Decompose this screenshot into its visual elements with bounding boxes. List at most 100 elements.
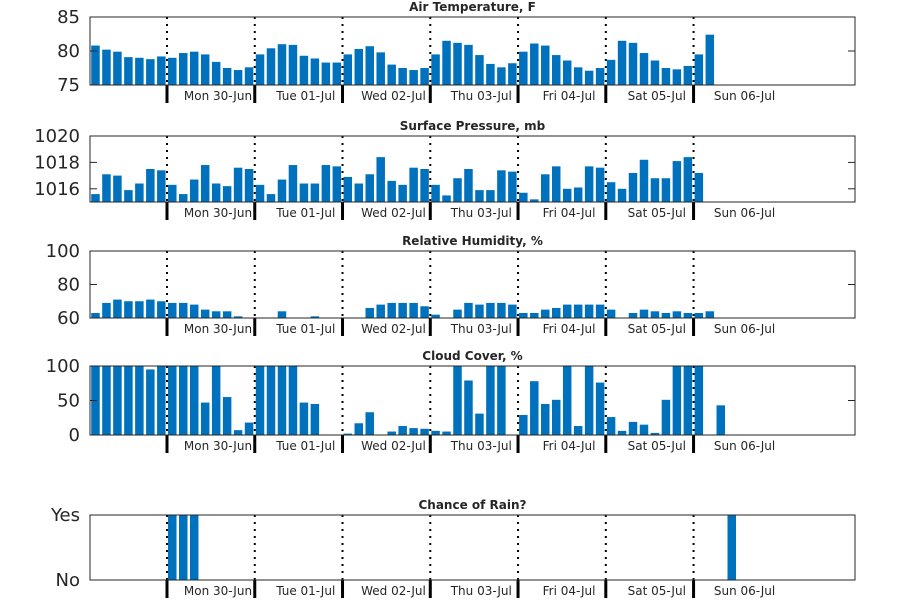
bar: [639, 424, 649, 435]
bar: [486, 190, 495, 202]
bar: [146, 59, 155, 85]
bar: [409, 70, 418, 85]
y-tick-label: 100: [46, 241, 80, 262]
bar: [650, 311, 660, 318]
bar: [321, 165, 331, 202]
bar: [376, 52, 385, 85]
chart-panel-4: Cloud Cover, % Mon 30-Jun Tue 01-Jul Wed 02…: [46, 349, 856, 453]
bar: [146, 369, 155, 435]
bar: [310, 316, 320, 318]
bar: [672, 366, 682, 435]
bar: [716, 405, 726, 435]
bar: [168, 184, 177, 202]
bar: [584, 366, 594, 435]
bar: [189, 515, 199, 580]
bar: [595, 68, 605, 85]
bar: [310, 403, 320, 435]
bar: [398, 302, 407, 318]
bar: [562, 304, 572, 318]
bar: [453, 366, 462, 435]
day-label: Tue 01-Jul: [275, 322, 335, 336]
bar: [442, 195, 451, 202]
bar: [354, 423, 364, 435]
bar: [486, 302, 495, 318]
bar: [233, 430, 243, 435]
day-label: Thu 03-Jul: [450, 322, 512, 336]
bar: [595, 304, 605, 318]
bar: [431, 54, 440, 85]
bar: [551, 307, 561, 318]
bar: [420, 169, 429, 202]
bar: [299, 402, 309, 435]
bar: [420, 306, 429, 318]
bar: [179, 515, 188, 580]
bar: [475, 190, 484, 202]
bar: [365, 174, 374, 202]
day-label: Mon 30-Jun: [184, 584, 252, 598]
bar: [573, 426, 583, 435]
bar: [102, 49, 111, 85]
day-label: Wed 02-Jul: [361, 584, 426, 598]
bar: [486, 366, 495, 435]
bar: [497, 67, 506, 85]
day-label: Fri 04-Jul: [543, 439, 596, 453]
bar: [365, 412, 374, 435]
bar: [519, 312, 528, 318]
bar: [551, 55, 561, 85]
bar: [244, 67, 254, 85]
bar: [277, 311, 287, 318]
bar: [200, 165, 210, 202]
day-label: Sat 05-Jul: [628, 206, 686, 220]
bar: [244, 169, 254, 202]
panel-title: Air Temperature, F: [409, 0, 536, 14]
bar: [124, 190, 133, 202]
bar: [288, 165, 298, 202]
bar: [694, 54, 704, 85]
bar: [398, 426, 407, 435]
bar: [584, 70, 594, 85]
bar: [288, 44, 298, 85]
bar: [464, 380, 473, 435]
day-label: Mon 30-Jun: [184, 439, 252, 453]
bar: [639, 309, 649, 319]
bar: [211, 366, 221, 435]
bar: [310, 58, 320, 85]
bar: [343, 433, 353, 435]
bar: [189, 51, 199, 85]
bar: [299, 183, 309, 202]
bar: [705, 311, 715, 318]
bar: [606, 309, 616, 319]
bar: [387, 64, 396, 85]
bar: [562, 366, 572, 435]
bar: [453, 42, 462, 85]
day-label: Sat 05-Jul: [628, 322, 686, 336]
bar: [475, 413, 484, 435]
bar: [661, 312, 671, 318]
bar: [442, 40, 451, 85]
bar: [541, 309, 550, 319]
day-label: Thu 03-Jul: [450, 206, 512, 220]
day-label: Sun 06-Jul: [714, 322, 775, 336]
day-label: Sun 06-Jul: [714, 584, 775, 598]
bar: [266, 48, 276, 85]
day-label: Fri 04-Jul: [543, 322, 596, 336]
bar: [255, 184, 265, 202]
bar: [376, 304, 385, 318]
bar: [113, 299, 122, 318]
bar: [91, 45, 100, 85]
bar: [124, 366, 133, 435]
day-label: Mon 30-Jun: [184, 322, 252, 336]
bar: [189, 179, 199, 202]
bar: [113, 175, 122, 202]
bar: [606, 59, 616, 85]
plot-frame: [89, 514, 856, 581]
bar: [168, 302, 177, 318]
bar: [683, 366, 693, 435]
day-label: Fri 04-Jul: [543, 206, 596, 220]
bar: [464, 169, 473, 202]
bar: [453, 178, 462, 202]
bar: [420, 428, 429, 435]
bar: [617, 40, 627, 85]
bar: [595, 167, 605, 202]
